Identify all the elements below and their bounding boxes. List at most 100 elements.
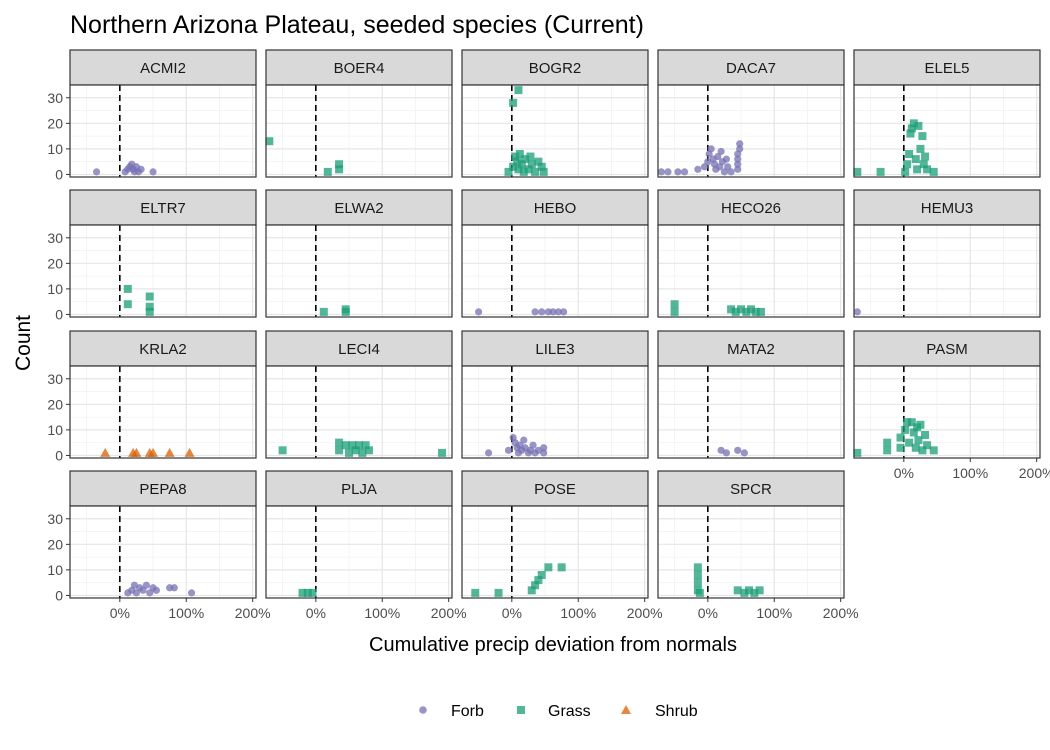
facet-strip-label: PLJA — [341, 481, 377, 498]
facet-strip — [461, 49, 649, 86]
point-shrub — [148, 447, 159, 457]
plot-background — [462, 85, 648, 177]
facet-strip-label: PEPA8 — [139, 481, 186, 498]
point-grass — [923, 441, 932, 450]
x-tick-label: 200% — [627, 605, 663, 621]
point-grass — [319, 307, 328, 316]
point-grass — [907, 418, 916, 427]
point-grass — [335, 165, 344, 174]
facet-panel-spcr: SPCR 0% 100% 200% — [657, 470, 859, 621]
y-tick-label: 10 — [47, 562, 63, 578]
point-forb — [674, 168, 682, 176]
point-grass — [514, 86, 523, 95]
plot-background — [266, 225, 452, 317]
panel-border — [657, 84, 845, 178]
point-shrub — [100, 447, 111, 457]
point-grass — [921, 152, 930, 161]
point-grass — [883, 438, 892, 447]
point-grass — [527, 160, 536, 169]
point-forb — [139, 586, 147, 594]
panel-border — [461, 505, 649, 599]
point-grass — [756, 307, 765, 316]
y-tick-label: 30 — [47, 511, 63, 527]
point-grass — [896, 433, 905, 442]
y-tick-label: 10 — [47, 281, 63, 297]
facet-strip-label: SPCR — [730, 481, 772, 498]
point-forb — [531, 308, 539, 316]
point-forb — [736, 140, 744, 148]
facet-panel-pepa8: PEPA8 0 10 20 30 0% 100% 200% — [47, 470, 271, 621]
point-grass — [145, 302, 154, 311]
point-grass — [534, 576, 543, 585]
point-grass — [727, 305, 736, 314]
point-grass — [903, 160, 912, 169]
point-grass — [909, 428, 918, 437]
point-forb — [724, 163, 732, 171]
point-grass — [537, 162, 546, 171]
point-grass — [123, 300, 132, 309]
plot-background — [854, 366, 1040, 458]
panel-border — [853, 224, 1041, 318]
point-forb — [700, 163, 709, 171]
facet-strip — [461, 470, 649, 507]
point-forb — [170, 584, 178, 592]
point-grass — [918, 132, 927, 141]
panel-border — [265, 84, 453, 178]
y-tick-label: 20 — [47, 536, 63, 552]
point-forb — [529, 441, 537, 449]
plot-background — [854, 85, 1040, 177]
point-forb — [734, 155, 742, 163]
facet-strip-label: KRLA2 — [139, 341, 187, 358]
facet-panels: ACMI2 0 10 20 30 BOER4 BOGR2 DACA7 ELEL5 ELTR7 0 10… — [47, 49, 1050, 621]
point-grass — [923, 165, 932, 174]
point-grass — [911, 155, 920, 164]
x-tick-label: 0% — [110, 605, 130, 621]
point-grass — [733, 586, 742, 595]
facet-panel-mata2: MATA2 — [657, 330, 845, 459]
plot-background — [266, 85, 452, 177]
y-tick-label: 30 — [47, 371, 63, 387]
point-grass — [693, 563, 702, 572]
facet-strip — [265, 189, 453, 226]
y-tick-label: 10 — [47, 422, 63, 438]
facet-strip-label: HEBO — [534, 200, 577, 217]
point-grass — [906, 129, 915, 138]
point-forb — [717, 147, 725, 156]
point-grass — [361, 441, 370, 450]
point-grass — [123, 284, 132, 293]
panel-border — [853, 84, 1041, 178]
facet-panel-daca7: DACA7 — [657, 49, 845, 178]
point-grass — [853, 167, 862, 176]
point-grass — [521, 155, 530, 164]
facet-strip — [69, 49, 257, 86]
point-grass — [341, 307, 350, 316]
legend-label: Grass — [548, 703, 591, 720]
point-grass — [670, 300, 679, 309]
point-forb — [722, 449, 731, 457]
point-grass — [913, 165, 922, 174]
point-forb — [146, 589, 154, 597]
panel-border — [265, 224, 453, 318]
point-grass — [737, 305, 746, 314]
point-grass — [335, 446, 344, 455]
facet-strip-label: PASM — [926, 341, 967, 358]
facet-strip — [853, 330, 1041, 367]
point-grass — [145, 292, 154, 301]
point-grass — [534, 157, 543, 166]
y-tick-label: 20 — [47, 396, 63, 412]
facet-panel-elwa2: ELWA2 — [265, 189, 453, 318]
facet-strip — [657, 49, 845, 86]
facet-panel-elel5: ELEL5 — [853, 49, 1041, 178]
facet-strip-label: BOGR2 — [529, 60, 582, 77]
point-grass — [514, 165, 523, 174]
legend-key-forb — [419, 706, 427, 714]
facet-panel-eltr7: ELTR7 0 10 20 30 — [47, 189, 257, 322]
facet-strip-label: ELWA2 — [334, 200, 383, 217]
point-forb — [694, 165, 702, 173]
point-forb — [560, 308, 568, 316]
plot-background — [70, 225, 256, 317]
point-grass — [903, 418, 912, 427]
facet-panel-hebo: HEBO — [461, 189, 649, 318]
point-forb — [727, 168, 735, 176]
